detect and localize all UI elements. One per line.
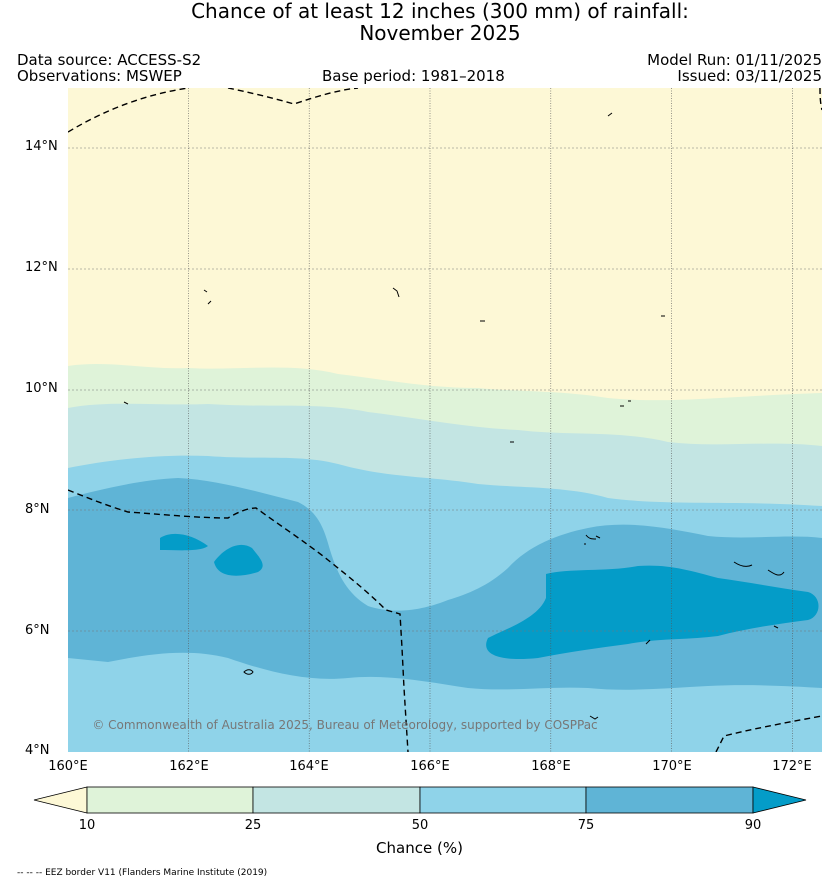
island-outlines: [123, 112, 785, 720]
colorbar: [33, 786, 807, 814]
colorbar-seg-10-25: [86, 786, 254, 814]
colorbar-seg-50-75: [419, 786, 587, 814]
colorbar-seg-75-90: [585, 786, 754, 814]
lat-label-6n: 6°N: [25, 623, 50, 638]
rainfall-probability-map[interactable]: [68, 88, 822, 752]
data-source-label: Data source: ACCESS-S2: [17, 51, 202, 69]
map-title-line2: November 2025: [359, 21, 521, 45]
observations-label: Observations: MSWEP: [17, 67, 182, 85]
colorbar-tick-25: 25: [244, 818, 262, 833]
colorbar-label: Chance (%): [376, 839, 463, 857]
colorbar-tick-10: 10: [78, 818, 96, 833]
copyright-notice: © Commonwealth of Australia 2025, Bureau…: [92, 718, 598, 732]
colorbar-tick-75: 75: [577, 818, 595, 833]
lon-label-170e: 170°E: [652, 759, 692, 774]
lon-label-168e: 168°E: [531, 759, 571, 774]
map-canvas: [68, 88, 822, 752]
lat-label-12n: 12°N: [25, 260, 58, 275]
band-above-90: [486, 565, 819, 660]
graticule-lat: [68, 147, 822, 632]
issued-label: Issued: 03/11/2025: [677, 67, 822, 85]
band-above-90: [160, 533, 208, 551]
graticule: [188, 88, 793, 752]
base-period-label: Base period: 1981–2018: [322, 67, 505, 85]
eez-footnote: -- -- -- EEZ border V11 (Flanders Marine…: [17, 868, 268, 878]
lon-label-166e: 166°E: [410, 759, 450, 774]
colorbar-seg-above-90: [752, 786, 807, 814]
band-above-90: [214, 544, 263, 576]
colorbar-seg-25-50: [252, 786, 421, 814]
colorbar-tick-90: 90: [744, 818, 762, 833]
lon-label-172e: 172°E: [772, 759, 812, 774]
model-run-label: Model Run: 01/11/2025: [647, 51, 822, 69]
lon-label-162e: 162°E: [169, 759, 209, 774]
colorbar-tick-50: 50: [411, 818, 429, 833]
lat-label-8n: 8°N: [25, 502, 50, 517]
colorbar-seg-below-10: [33, 786, 88, 814]
lat-label-10n: 10°N: [25, 381, 58, 396]
lat-label-14n: 14°N: [25, 139, 58, 154]
lon-label-164e: 164°E: [289, 759, 329, 774]
eez-border: [68, 88, 822, 752]
map-title-line1: Chance of at least 12 inches (300 mm) of…: [191, 0, 689, 23]
lon-label-160e: 160°E: [48, 759, 88, 774]
lat-label-4n: 4°N: [25, 743, 50, 758]
